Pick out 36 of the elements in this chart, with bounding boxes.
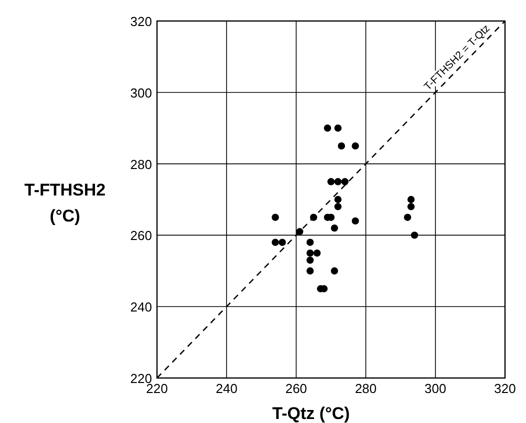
- point: [352, 142, 359, 150]
- point: [306, 249, 314, 257]
- point: [404, 214, 412, 221]
- x-axis-title: T-Qtz (°C): [272, 404, 350, 423]
- point: [334, 178, 342, 186]
- point: [341, 178, 349, 186]
- point: [327, 178, 335, 186]
- x-tick-label: 260: [285, 381, 308, 396]
- point: [306, 267, 314, 274]
- point: [272, 214, 279, 221]
- y-tick-label: 260: [130, 228, 152, 244]
- point: [407, 196, 415, 204]
- y-tick-label: 300: [130, 85, 152, 100]
- point: [338, 142, 346, 150]
- y-tick-label: 320: [130, 14, 152, 29]
- point: [272, 238, 279, 246]
- point: [407, 203, 415, 210]
- point: [278, 238, 286, 246]
- point: [324, 124, 332, 132]
- x-tick-label: 280: [354, 381, 377, 396]
- x-tick-label: 300: [424, 381, 446, 396]
- y-tick-label: 240: [130, 300, 152, 315]
- x-tick-label: 320: [494, 381, 516, 396]
- y-axis-title: T-FTHSH2 (°C): [24, 180, 106, 226]
- point: [330, 224, 338, 232]
- point: [313, 249, 321, 257]
- point: [410, 232, 418, 239]
- point: [306, 238, 314, 246]
- x-tick-label: 240: [216, 381, 238, 396]
- point: [352, 217, 359, 225]
- point: [334, 196, 342, 204]
- point: [334, 124, 342, 132]
- point: [334, 203, 342, 210]
- point: [330, 267, 338, 274]
- y-tick-label: 280: [130, 156, 152, 172]
- point: [306, 256, 314, 264]
